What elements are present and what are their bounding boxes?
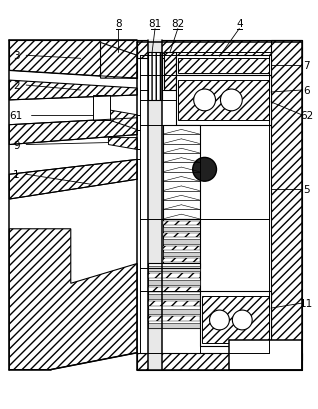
- Text: 3: 3: [13, 51, 20, 61]
- Text: 61: 61: [10, 110, 23, 121]
- Text: 6: 6: [303, 86, 310, 96]
- Bar: [176, 76, 271, 126]
- Text: 2: 2: [13, 81, 20, 91]
- Polygon shape: [137, 41, 302, 59]
- Bar: [148, 41, 162, 370]
- Polygon shape: [9, 41, 137, 56]
- Bar: [163, 265, 200, 269]
- Bar: [163, 252, 200, 256]
- Polygon shape: [108, 138, 137, 150]
- Polygon shape: [9, 160, 137, 200]
- Polygon shape: [9, 81, 137, 101]
- Bar: [93, 96, 110, 120]
- Polygon shape: [163, 258, 200, 263]
- Bar: [164, 53, 176, 91]
- Text: 7: 7: [303, 61, 310, 71]
- Bar: [163, 219, 200, 269]
- Polygon shape: [100, 43, 137, 79]
- Polygon shape: [178, 81, 269, 120]
- Circle shape: [232, 310, 252, 330]
- Polygon shape: [148, 288, 200, 292]
- Text: 1: 1: [13, 170, 20, 180]
- Bar: [163, 126, 200, 219]
- Polygon shape: [178, 59, 269, 74]
- Text: 8: 8: [115, 18, 122, 29]
- Polygon shape: [163, 246, 200, 250]
- Text: 82: 82: [171, 18, 184, 29]
- Bar: [163, 227, 200, 231]
- Polygon shape: [137, 353, 302, 370]
- Polygon shape: [163, 234, 200, 238]
- Bar: [148, 294, 200, 299]
- Text: 81: 81: [149, 18, 162, 29]
- Text: 4: 4: [236, 18, 243, 29]
- Bar: [176, 56, 271, 76]
- Polygon shape: [271, 41, 302, 360]
- Polygon shape: [9, 119, 137, 145]
- Bar: [163, 240, 200, 244]
- Text: 11: 11: [300, 299, 313, 308]
- Bar: [148, 323, 200, 328]
- Polygon shape: [108, 110, 137, 130]
- Bar: [148, 53, 162, 101]
- Circle shape: [193, 158, 217, 182]
- Polygon shape: [148, 302, 200, 307]
- Circle shape: [210, 310, 229, 330]
- Bar: [148, 266, 200, 271]
- Circle shape: [220, 90, 242, 112]
- Bar: [148, 309, 200, 314]
- Polygon shape: [148, 273, 200, 278]
- Polygon shape: [202, 297, 269, 343]
- Circle shape: [194, 90, 216, 112]
- Bar: [148, 280, 200, 285]
- Bar: [148, 264, 200, 328]
- Text: 62: 62: [300, 110, 313, 121]
- Polygon shape: [9, 41, 137, 79]
- Bar: [229, 340, 302, 370]
- Text: 9: 9: [13, 140, 20, 150]
- Bar: [200, 292, 271, 346]
- Polygon shape: [9, 229, 137, 370]
- Text: 5: 5: [303, 185, 310, 195]
- Polygon shape: [163, 221, 200, 225]
- Polygon shape: [148, 316, 200, 321]
